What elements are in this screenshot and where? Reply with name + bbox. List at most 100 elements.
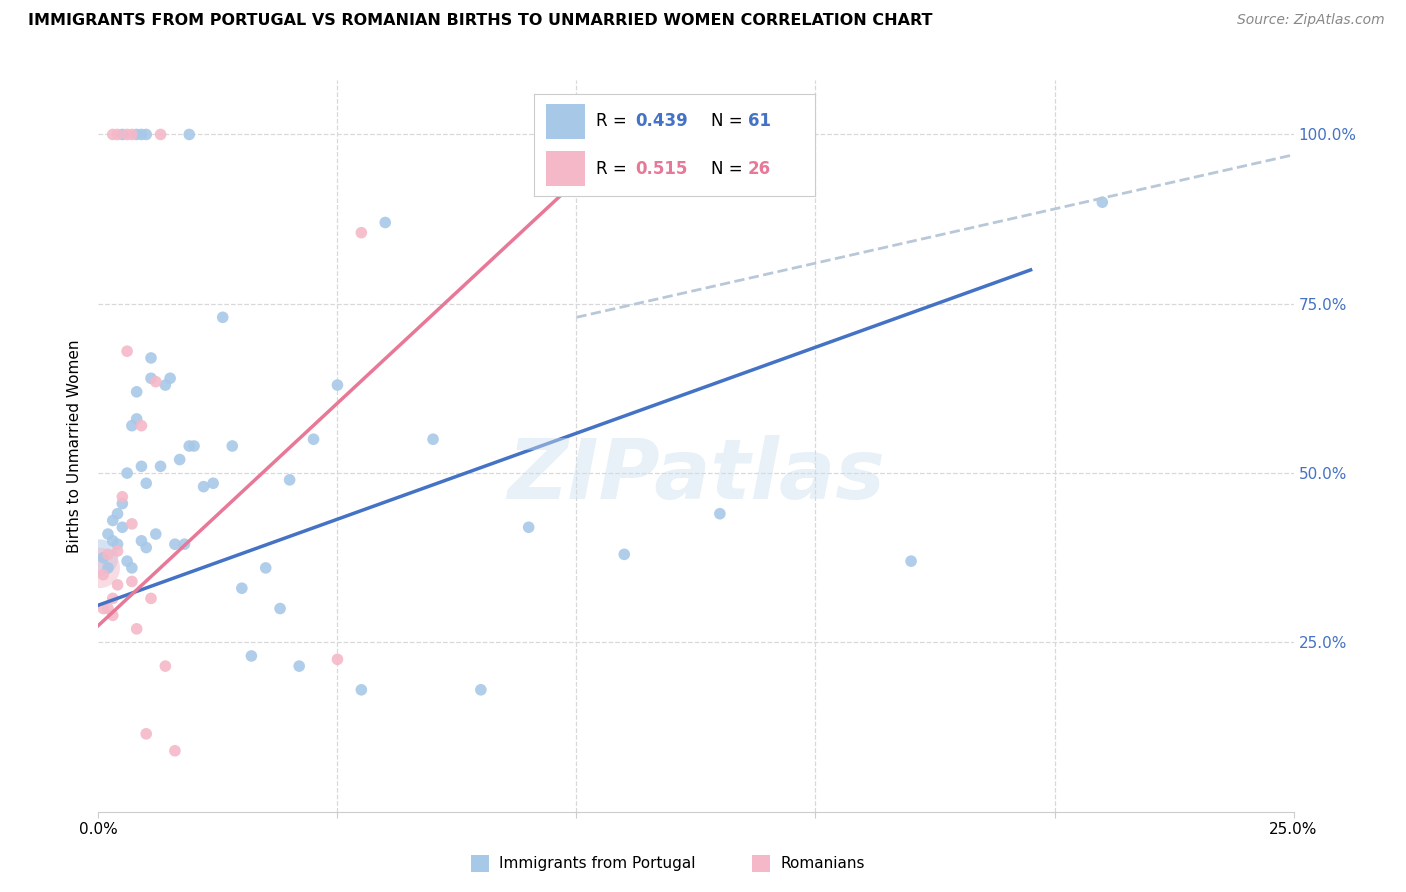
Y-axis label: Births to Unmarried Women: Births to Unmarried Women [67, 339, 83, 553]
Point [155, 378, 177, 392]
Point [101, 608, 124, 623]
Point [422, 432, 444, 446]
Point [101, 591, 124, 606]
Point [135, 128, 157, 142]
Point [115, 344, 138, 359]
Point [101, 128, 124, 142]
Point [97, 547, 120, 561]
Point [350, 682, 373, 697]
Point [350, 226, 373, 240]
Text: 26: 26 [748, 160, 770, 178]
Point [91, 601, 114, 615]
Point [107, 537, 129, 551]
Point [145, 527, 167, 541]
Point [302, 432, 325, 446]
Point [278, 473, 301, 487]
Point [107, 578, 129, 592]
Point [288, 659, 311, 673]
Point [517, 520, 540, 534]
Point [97, 527, 120, 541]
Point [179, 439, 201, 453]
Point [1091, 195, 1114, 210]
Point [135, 541, 157, 555]
Point [193, 480, 215, 494]
Point [121, 418, 143, 433]
Point [121, 516, 143, 531]
Point [131, 418, 153, 433]
Point [111, 128, 134, 142]
Point [101, 533, 124, 548]
Point [221, 439, 243, 453]
FancyBboxPatch shape [546, 104, 585, 139]
Point [107, 507, 129, 521]
Point [139, 371, 162, 385]
Point [89, 561, 111, 575]
Point [125, 384, 148, 399]
Point [115, 128, 138, 142]
Point [121, 561, 143, 575]
Point [202, 476, 225, 491]
Point [254, 561, 277, 575]
Point [159, 371, 181, 385]
Text: IMMIGRANTS FROM PORTUGAL VS ROMANIAN BIRTHS TO UNMARRIED WOMEN CORRELATION CHART: IMMIGRANTS FROM PORTUGAL VS ROMANIAN BIR… [28, 13, 932, 29]
Point [470, 682, 492, 697]
Point [101, 514, 124, 528]
Point [97, 601, 120, 615]
Text: 61: 61 [748, 112, 770, 130]
Point [111, 520, 134, 534]
Point [900, 554, 922, 568]
Point [169, 452, 191, 467]
Point [326, 652, 349, 666]
Point [89, 550, 111, 565]
Point [183, 439, 205, 453]
Point [111, 497, 134, 511]
Point [163, 537, 186, 551]
Point [125, 622, 148, 636]
Point [149, 459, 172, 474]
Point [97, 561, 120, 575]
Point [121, 574, 143, 589]
Point [115, 554, 138, 568]
Point [240, 648, 263, 663]
Point [145, 375, 167, 389]
Point [91, 567, 114, 582]
Text: N =: N = [711, 112, 748, 130]
Point [173, 537, 195, 551]
Text: R =: R = [596, 112, 633, 130]
Text: N =: N = [711, 160, 748, 178]
Point [179, 128, 201, 142]
Point [709, 507, 731, 521]
Point [135, 476, 157, 491]
Text: 0.515: 0.515 [636, 160, 688, 178]
Point [374, 215, 396, 229]
Point [163, 744, 186, 758]
Point [131, 533, 153, 548]
Point [155, 659, 177, 673]
Point [139, 591, 162, 606]
Text: 0.439: 0.439 [636, 112, 689, 130]
Text: Immigrants from Portugal: Immigrants from Portugal [499, 856, 696, 871]
Point [613, 547, 636, 561]
Text: Romanians: Romanians [780, 856, 865, 871]
Text: ZIPatlas: ZIPatlas [508, 434, 884, 516]
Point [111, 490, 134, 504]
Point [326, 378, 349, 392]
Point [115, 466, 138, 480]
Point [125, 412, 148, 426]
Point [131, 128, 153, 142]
Point [139, 351, 162, 365]
Point [231, 581, 253, 595]
Point [269, 601, 291, 615]
Point [107, 544, 129, 558]
Point [211, 310, 233, 325]
Point [149, 128, 172, 142]
Point [125, 128, 148, 142]
Text: R =: R = [596, 160, 633, 178]
Point [135, 727, 157, 741]
FancyBboxPatch shape [546, 151, 585, 186]
Point [121, 128, 143, 142]
Text: Source: ZipAtlas.com: Source: ZipAtlas.com [1237, 13, 1385, 28]
Point [91, 550, 114, 565]
Point [107, 128, 129, 142]
Point [131, 459, 153, 474]
